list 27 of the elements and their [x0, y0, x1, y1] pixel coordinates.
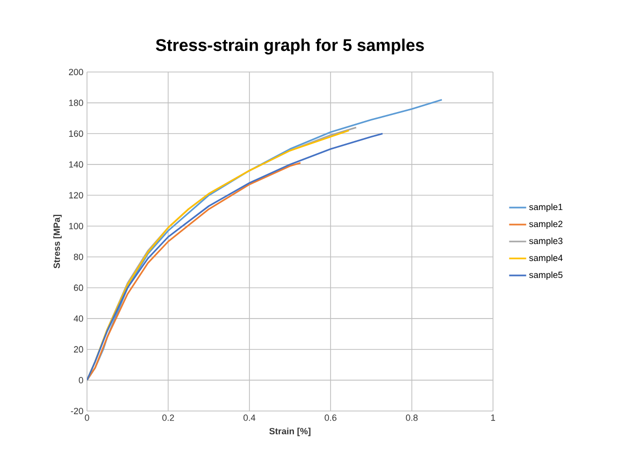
x-tick-label: 0.6	[324, 414, 336, 421]
x-tick-label: 0	[84, 414, 90, 421]
legend-label: sample1	[529, 204, 562, 212]
x-tick-label: 0.4	[244, 414, 256, 421]
y-tick-label: 200	[68, 68, 84, 76]
y-tick-label: 160	[69, 130, 84, 137]
y-tick-label: 100	[69, 222, 84, 230]
y-tick-label: 0	[78, 377, 84, 384]
legend-label: sample3	[529, 238, 562, 246]
x-tick-label: 1	[491, 414, 496, 421]
legend-label: sample2	[529, 220, 562, 229]
y-tick-label: 40	[74, 315, 84, 322]
y-tick-label: 180	[69, 100, 84, 106]
y-tick-label: 20	[74, 346, 84, 353]
x-axis-title: Strain [%]	[269, 428, 310, 436]
legend-label: sample4	[529, 254, 563, 263]
legend-label: sample5	[529, 271, 562, 280]
y-axis-title: Stress [MPa]	[53, 214, 62, 268]
y-tick-label: 120	[69, 192, 84, 198]
line-series	[87, 162, 302, 381]
y-tick-label: 60	[74, 284, 84, 291]
x-tick-label: 0.2	[162, 414, 174, 421]
y-tick-label: 140	[69, 161, 84, 168]
y-tick-label: -20	[70, 408, 84, 414]
x-tick-label: 0.8	[406, 414, 418, 421]
y-tick-label: 80	[74, 254, 84, 260]
chart-title: Stress-strain graph for 5 samples	[156, 38, 424, 55]
